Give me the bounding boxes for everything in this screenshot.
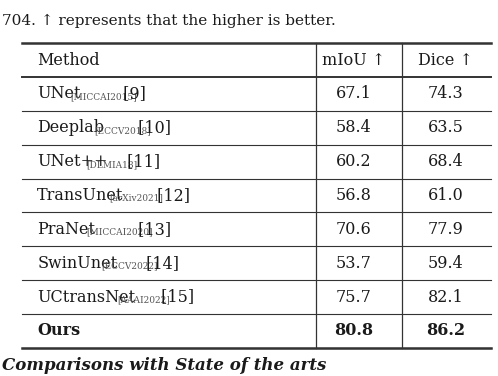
Text: [ECCV2022]: [ECCV2022] bbox=[102, 261, 158, 270]
Text: Comparisons with State of the arts: Comparisons with State of the arts bbox=[2, 357, 327, 374]
Text: [11]: [11] bbox=[122, 153, 160, 170]
Text: Dice ↑: Dice ↑ bbox=[418, 52, 473, 69]
Text: [AAAI2022]: [AAAI2022] bbox=[117, 295, 170, 304]
Text: 75.7: 75.7 bbox=[336, 288, 372, 306]
Text: 58.4: 58.4 bbox=[336, 119, 372, 136]
Text: 80.8: 80.8 bbox=[334, 322, 373, 340]
Text: [15]: [15] bbox=[156, 288, 195, 306]
Text: [DLMIA18]: [DLMIA18] bbox=[86, 160, 137, 169]
Text: Ours: Ours bbox=[37, 322, 81, 340]
Text: Method: Method bbox=[37, 52, 100, 69]
Text: Deeplab: Deeplab bbox=[37, 119, 105, 136]
Text: mIoU ↑: mIoU ↑ bbox=[322, 52, 385, 69]
Text: TransUnet: TransUnet bbox=[37, 187, 124, 204]
Text: 67.1: 67.1 bbox=[336, 85, 372, 103]
Text: 86.2: 86.2 bbox=[426, 322, 465, 340]
Text: [arXiv2021]: [arXiv2021] bbox=[110, 194, 163, 203]
Text: 77.9: 77.9 bbox=[428, 221, 464, 238]
Text: 53.7: 53.7 bbox=[336, 255, 372, 272]
Text: UNet++: UNet++ bbox=[37, 153, 108, 170]
Text: [ECCV2018]: [ECCV2018] bbox=[94, 126, 150, 135]
Text: [12]: [12] bbox=[152, 187, 190, 204]
Text: 82.1: 82.1 bbox=[428, 288, 464, 306]
Text: [MICCAI2015]: [MICCAI2015] bbox=[71, 92, 137, 101]
Text: [13]: [13] bbox=[133, 221, 171, 238]
Text: [10]: [10] bbox=[133, 119, 171, 136]
Text: 61.0: 61.0 bbox=[428, 187, 464, 204]
Text: 704. ↑ represents that the higher is better.: 704. ↑ represents that the higher is bet… bbox=[2, 14, 336, 28]
Text: UCtransNet: UCtransNet bbox=[37, 288, 135, 306]
Text: PraNet: PraNet bbox=[37, 221, 95, 238]
Text: [MICCAI2020]: [MICCAI2020] bbox=[86, 227, 153, 237]
Text: 70.6: 70.6 bbox=[336, 221, 372, 238]
Text: [14]: [14] bbox=[141, 255, 179, 272]
Text: SwinUnet: SwinUnet bbox=[37, 255, 118, 272]
Text: 60.2: 60.2 bbox=[336, 153, 372, 170]
Text: 59.4: 59.4 bbox=[428, 255, 464, 272]
Text: 63.5: 63.5 bbox=[428, 119, 464, 136]
Text: UNet: UNet bbox=[37, 85, 81, 103]
Text: 74.3: 74.3 bbox=[428, 85, 464, 103]
Text: 56.8: 56.8 bbox=[336, 187, 372, 204]
Text: [9]: [9] bbox=[118, 85, 145, 103]
Text: 68.4: 68.4 bbox=[428, 153, 464, 170]
